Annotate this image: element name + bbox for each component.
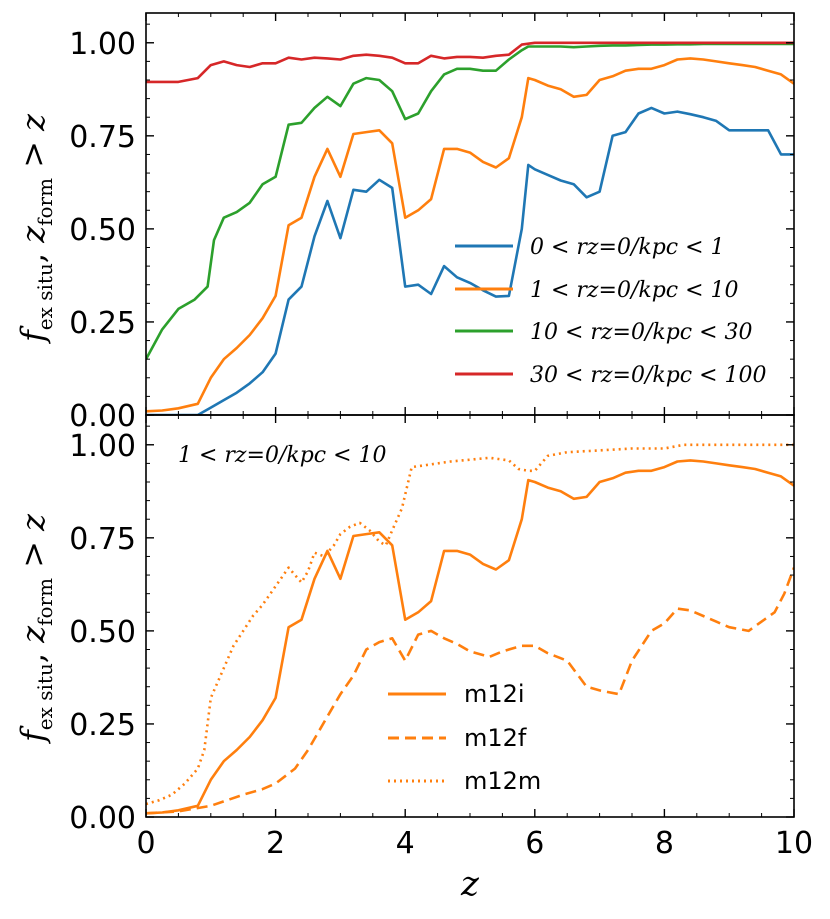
bottom-panel-annotation: 1 < rz=0/kpc < 10 xyxy=(178,443,387,468)
legend-label-0: 0 < rz=0/kpc < 1 xyxy=(530,235,725,260)
legend-label-m12i: m12i xyxy=(464,680,525,708)
series-line-top-2 xyxy=(146,42,794,360)
x-tick-label: 6 xyxy=(525,826,544,861)
x-tick-label: 2 xyxy=(266,826,285,861)
x-tick-label: 8 xyxy=(655,826,674,861)
y-axis-title-top: fex situ, zform > z xyxy=(14,113,57,344)
x-tick-label: 10 xyxy=(775,826,813,861)
bottom-panel: 0.00 0.25 0.50 0.75 1.00 0 2 4 6 8 10 xyxy=(69,414,813,861)
series-line-top-3 xyxy=(146,41,794,84)
top-legend: 0 < rz=0/kpc < 1 1 < rz=0/kpc < 10 10 < … xyxy=(455,235,767,388)
y-tick-label: 1.00 xyxy=(69,429,136,464)
y-tick-label: 1.00 xyxy=(69,27,136,62)
x-axis-title: z xyxy=(460,864,480,904)
bottom-legend: m12i m12f m12m xyxy=(388,680,541,795)
legend-label-m12m: m12m xyxy=(464,767,541,795)
series-line-top-1 xyxy=(146,57,794,413)
y-tick-label: 0.50 xyxy=(69,615,136,650)
y-tick-label: 0.25 xyxy=(69,306,136,341)
x-tick-label: 0 xyxy=(136,826,155,861)
y-tick-label: 0.75 xyxy=(69,522,136,557)
legend-label-3: 30 < rz=0/kpc < 100 xyxy=(530,363,767,388)
plot-frame xyxy=(145,414,795,818)
y-tick-label: 0.25 xyxy=(69,708,136,743)
legend-label-2: 10 < rz=0/kpc < 30 xyxy=(530,320,753,345)
y-tick-label: 0.00 xyxy=(69,399,136,434)
legend-label-1: 1 < rz=0/kpc < 10 xyxy=(530,278,739,303)
y-axis-title-bottom: fex situ, zform > z xyxy=(14,513,57,744)
series-line-bottom-1 xyxy=(146,567,794,815)
series-line-bottom-2 xyxy=(146,443,794,806)
y-tick-label: 0.00 xyxy=(69,801,136,836)
plot-frame xyxy=(145,12,795,416)
x-tick-label: 4 xyxy=(396,826,415,861)
y-tick-label: 0.75 xyxy=(69,120,136,155)
y-tick-label: 0.50 xyxy=(69,213,136,248)
series-line-bottom-0 xyxy=(146,459,794,815)
legend-label-m12f: m12f xyxy=(464,724,527,752)
